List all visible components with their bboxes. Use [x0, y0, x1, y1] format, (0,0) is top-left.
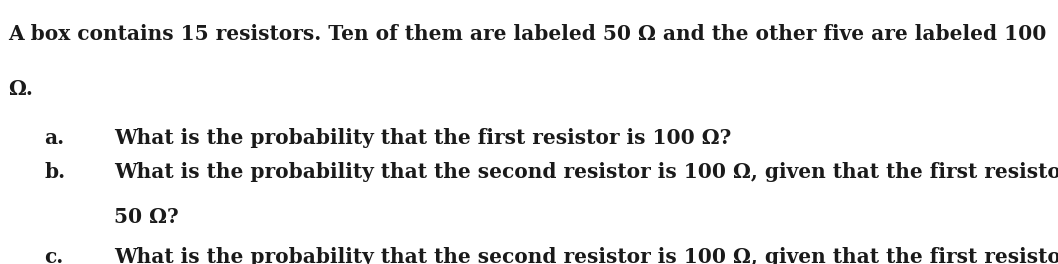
Text: A box contains 15 resistors. Ten of them are labeled 50 Ω and the other five are: A box contains 15 resistors. Ten of them… [8, 24, 1046, 44]
Text: b.: b. [44, 162, 66, 182]
Text: a.: a. [44, 128, 65, 148]
Text: 50 Ω?: 50 Ω? [114, 207, 179, 227]
Text: c.: c. [44, 247, 63, 264]
Text: What is the probability that the second resistor is 100 Ω, given that the first : What is the probability that the second … [114, 247, 1058, 264]
Text: What is the probability that the second resistor is 100 Ω, given that the first : What is the probability that the second … [114, 162, 1058, 182]
Text: What is the probability that the first resistor is 100 Ω?: What is the probability that the first r… [114, 128, 731, 148]
Text: Ω.: Ω. [8, 79, 34, 99]
